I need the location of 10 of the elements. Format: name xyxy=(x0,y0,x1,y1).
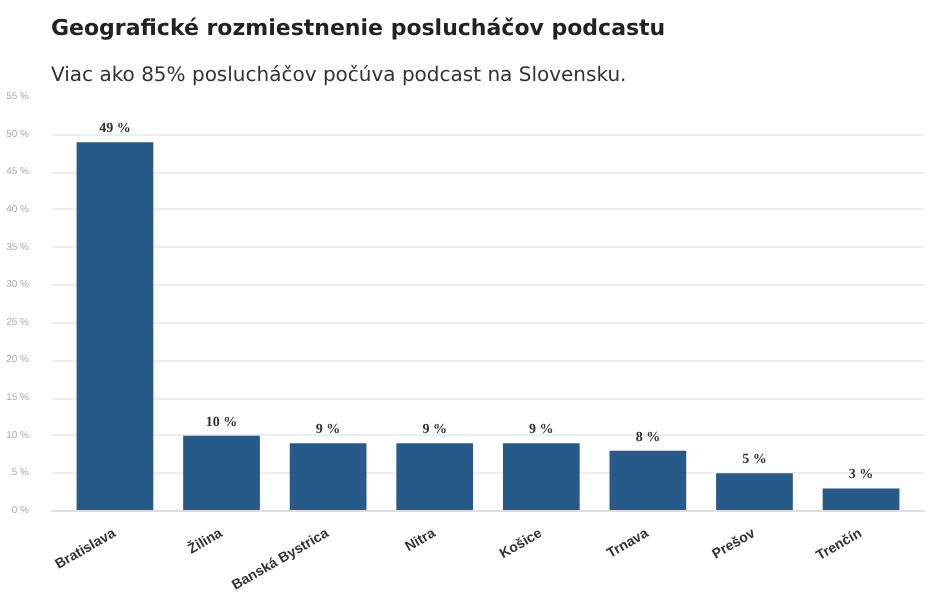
bar xyxy=(716,473,793,511)
bar xyxy=(183,435,260,511)
bar xyxy=(76,142,154,511)
bar xyxy=(289,443,367,511)
bar xyxy=(502,443,580,511)
bar xyxy=(609,450,687,511)
bar xyxy=(822,488,900,511)
chart-title: Geografické rozmiestnenie poslucháčov podcastu xyxy=(51,15,666,41)
chart-subtitle: Viac ako 85% poslucháčov počúva podcast na Slovensku. xyxy=(51,65,627,87)
bar xyxy=(396,443,474,511)
